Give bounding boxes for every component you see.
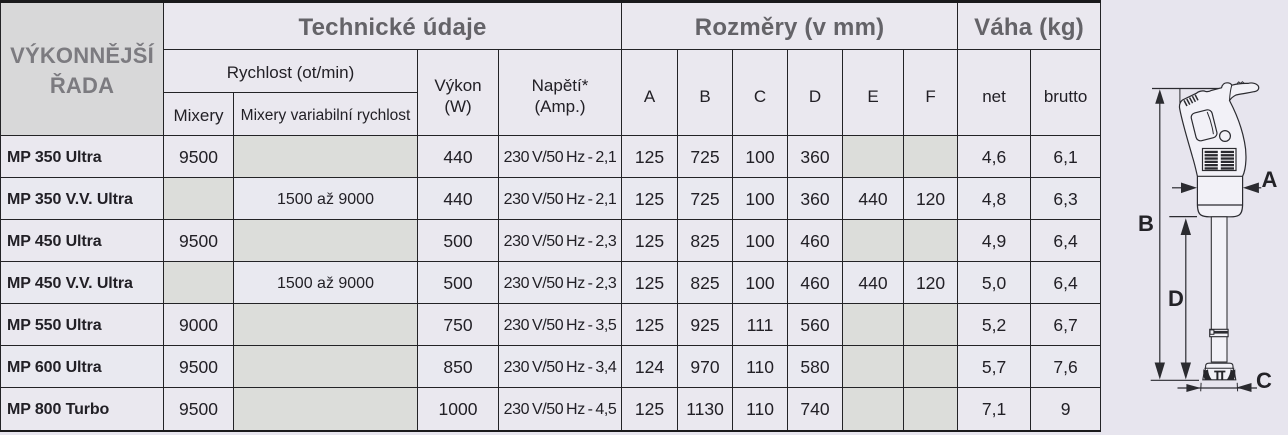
- svg-text:B: B: [1138, 211, 1154, 236]
- svg-text:D: D: [1168, 286, 1184, 311]
- svg-text:C: C: [1256, 368, 1272, 393]
- svg-text:A: A: [1262, 167, 1278, 192]
